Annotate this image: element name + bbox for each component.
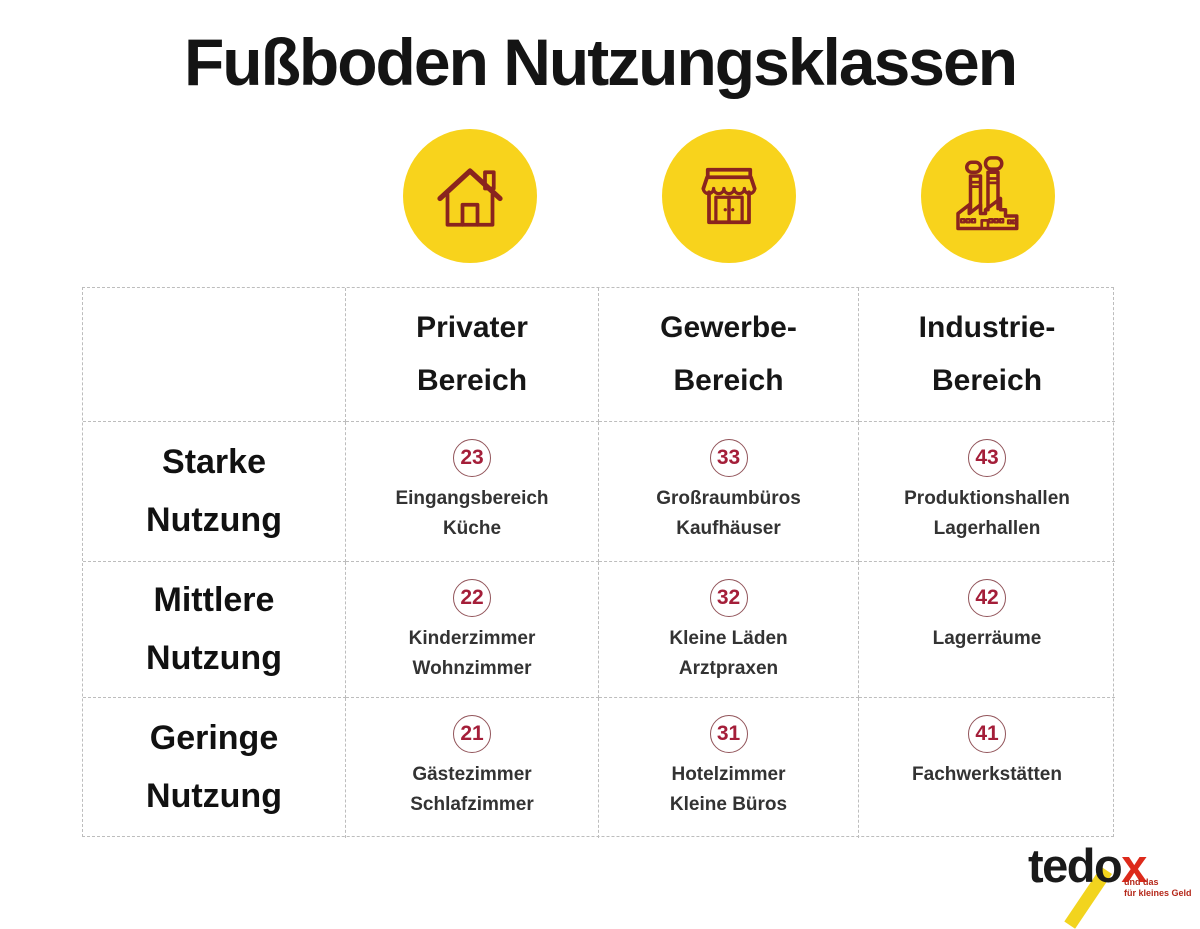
logo-text-black: tedo <box>1028 839 1123 892</box>
class-number-badge: 31 <box>709 715 748 753</box>
table-cell-class-33: 33 Großraumbüros Kaufhäuser <box>599 422 859 562</box>
row-label-starke-nutzung: Starke Nutzung <box>83 422 346 562</box>
usage-example: Kleine Büros <box>669 794 788 816</box>
table-cell-class-43: 43 Produktionshallen Lagerhallen <box>859 422 1115 562</box>
usage-example: Fachwerkstätten <box>912 764 1062 785</box>
header-line: Gewerbe- <box>660 311 797 344</box>
row-label-line: Nutzung <box>146 500 282 539</box>
row-label-line: Mittlere <box>153 580 275 619</box>
usage-example: Wohnzimmer <box>412 658 532 680</box>
class-number-badge: 23 <box>453 439 491 477</box>
table-cell-class-21: 21 Gästezimmer Schlafzimmer <box>346 698 599 838</box>
logo-tagline-line: und das <box>1124 877 1159 887</box>
column-header-gewerbe-bereich: Gewerbe- Bereich <box>599 288 859 422</box>
class-number-badge: 42 <box>968 579 1006 617</box>
class-number-badge: 22 <box>453 579 491 617</box>
logo-text-red: x <box>1121 839 1147 892</box>
table-cell-class-42: 42 Lagerräume <box>859 562 1115 698</box>
logo-tagline: und das für kleines Geld <box>1124 877 1192 899</box>
usage-example: Eingangsbereich <box>395 488 549 509</box>
header-line: Industrie- <box>918 311 1056 344</box>
row-label-line: Geringe <box>149 719 279 758</box>
commercial-area-icon-circle <box>662 129 796 263</box>
house-icon <box>437 168 503 227</box>
usage-example: Großraumbüros <box>656 488 801 509</box>
tedox-logo: tedox <box>1028 838 1147 893</box>
corner-empty-cell <box>83 288 346 422</box>
column-header-industrie-bereich: Industrie- Bereich <box>859 288 1115 422</box>
usage-example: Produktionshallen <box>904 488 1070 509</box>
usage-example: Küche <box>442 518 502 540</box>
usage-example: Lagerhallen <box>933 518 1041 540</box>
class-number-badge: 21 <box>453 715 491 753</box>
class-number-badge: 43 <box>968 439 1006 477</box>
private-area-icon-circle <box>403 129 537 263</box>
logo-tagline-line: für kleines Geld <box>1124 887 1192 898</box>
usage-example: Kaufhäuser <box>676 518 781 540</box>
class-number-badge: 32 <box>709 579 748 617</box>
row-label-geringe-nutzung: Geringe Nutzung <box>83 698 346 838</box>
table-cell-class-22: 22 Kinderzimmer Wohnzimmer <box>346 562 599 698</box>
table-cell-class-23: 23 Eingangsbereich Küche <box>346 422 599 562</box>
row-label-line: Nutzung <box>146 777 282 815</box>
page-title: Fußboden Nutzungsklassen <box>183 25 1018 99</box>
table-cell-class-41: 41 Fachwerkstätten <box>859 698 1115 838</box>
header-line: Bereich <box>416 363 528 397</box>
store-icon <box>701 167 757 225</box>
usage-class-table: Privater Bereich Gewerbe- Bereich Indust… <box>82 287 1115 838</box>
usage-example: Arztpraxen <box>678 658 779 680</box>
row-label-line: Starke <box>162 442 266 481</box>
row-label-line: Nutzung <box>146 638 282 677</box>
table-cell-class-32: 32 Kleine Läden Arztpraxen <box>599 562 859 698</box>
class-number-badge: 33 <box>709 439 748 477</box>
class-number-badge: 41 <box>968 715 1006 753</box>
row-label-mittlere-nutzung: Mittlere Nutzung <box>83 562 346 698</box>
header-line: Privater <box>416 311 528 344</box>
header-line: Bereich <box>931 363 1043 397</box>
usage-example: Schlafzimmer <box>410 794 534 816</box>
usage-example: Hotelzimmer <box>671 764 786 785</box>
usage-example: Gästezimmer <box>412 764 532 785</box>
table-cell-class-31: 31 Hotelzimmer Kleine Büros <box>599 698 859 838</box>
industrial-area-icon-circle <box>921 129 1055 263</box>
column-header-privater-bereich: Privater Bereich <box>346 288 599 422</box>
header-line: Bereich <box>673 363 784 397</box>
factory-icon <box>956 156 1019 231</box>
usage-example: Kleine Läden <box>669 628 788 649</box>
usage-example: Lagerräume <box>932 628 1042 649</box>
usage-example: Kinderzimmer <box>408 628 536 649</box>
